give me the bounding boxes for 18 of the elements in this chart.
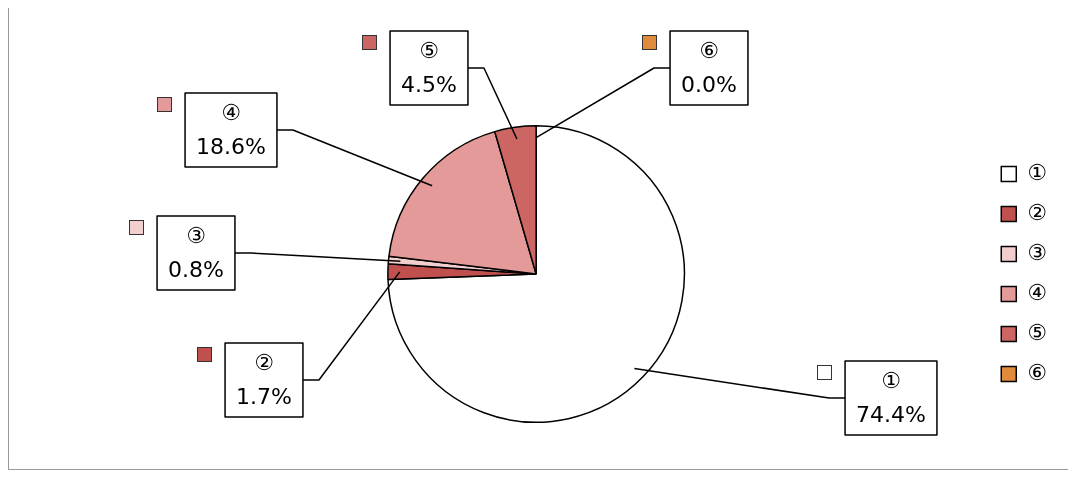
category-label: ② — [1027, 199, 1048, 225]
slice-label: ① — [881, 367, 901, 393]
text: 0.0% — [681, 71, 737, 97]
legend-label: ⑤ — [419, 37, 439, 63]
legend-label: ② — [254, 349, 274, 375]
data-label: 0.8% — [168, 256, 224, 282]
category-label: ⑥ — [699, 37, 719, 63]
data-label: 74.4% — [856, 401, 926, 427]
category-label: ⑤ — [1027, 319, 1048, 345]
data-label: 1.7% — [236, 383, 292, 409]
category-label: ④ — [1027, 279, 1048, 305]
legend-label: ⑥ — [1027, 359, 1048, 385]
category-label: ③ — [1027, 239, 1048, 265]
legend-label: ① — [1027, 159, 1048, 185]
data-label: 18.6% — [196, 133, 266, 159]
data-label: 4.5% — [401, 71, 457, 97]
legend-label: ③ — [186, 222, 206, 248]
legend-label: ④ — [221, 99, 241, 125]
